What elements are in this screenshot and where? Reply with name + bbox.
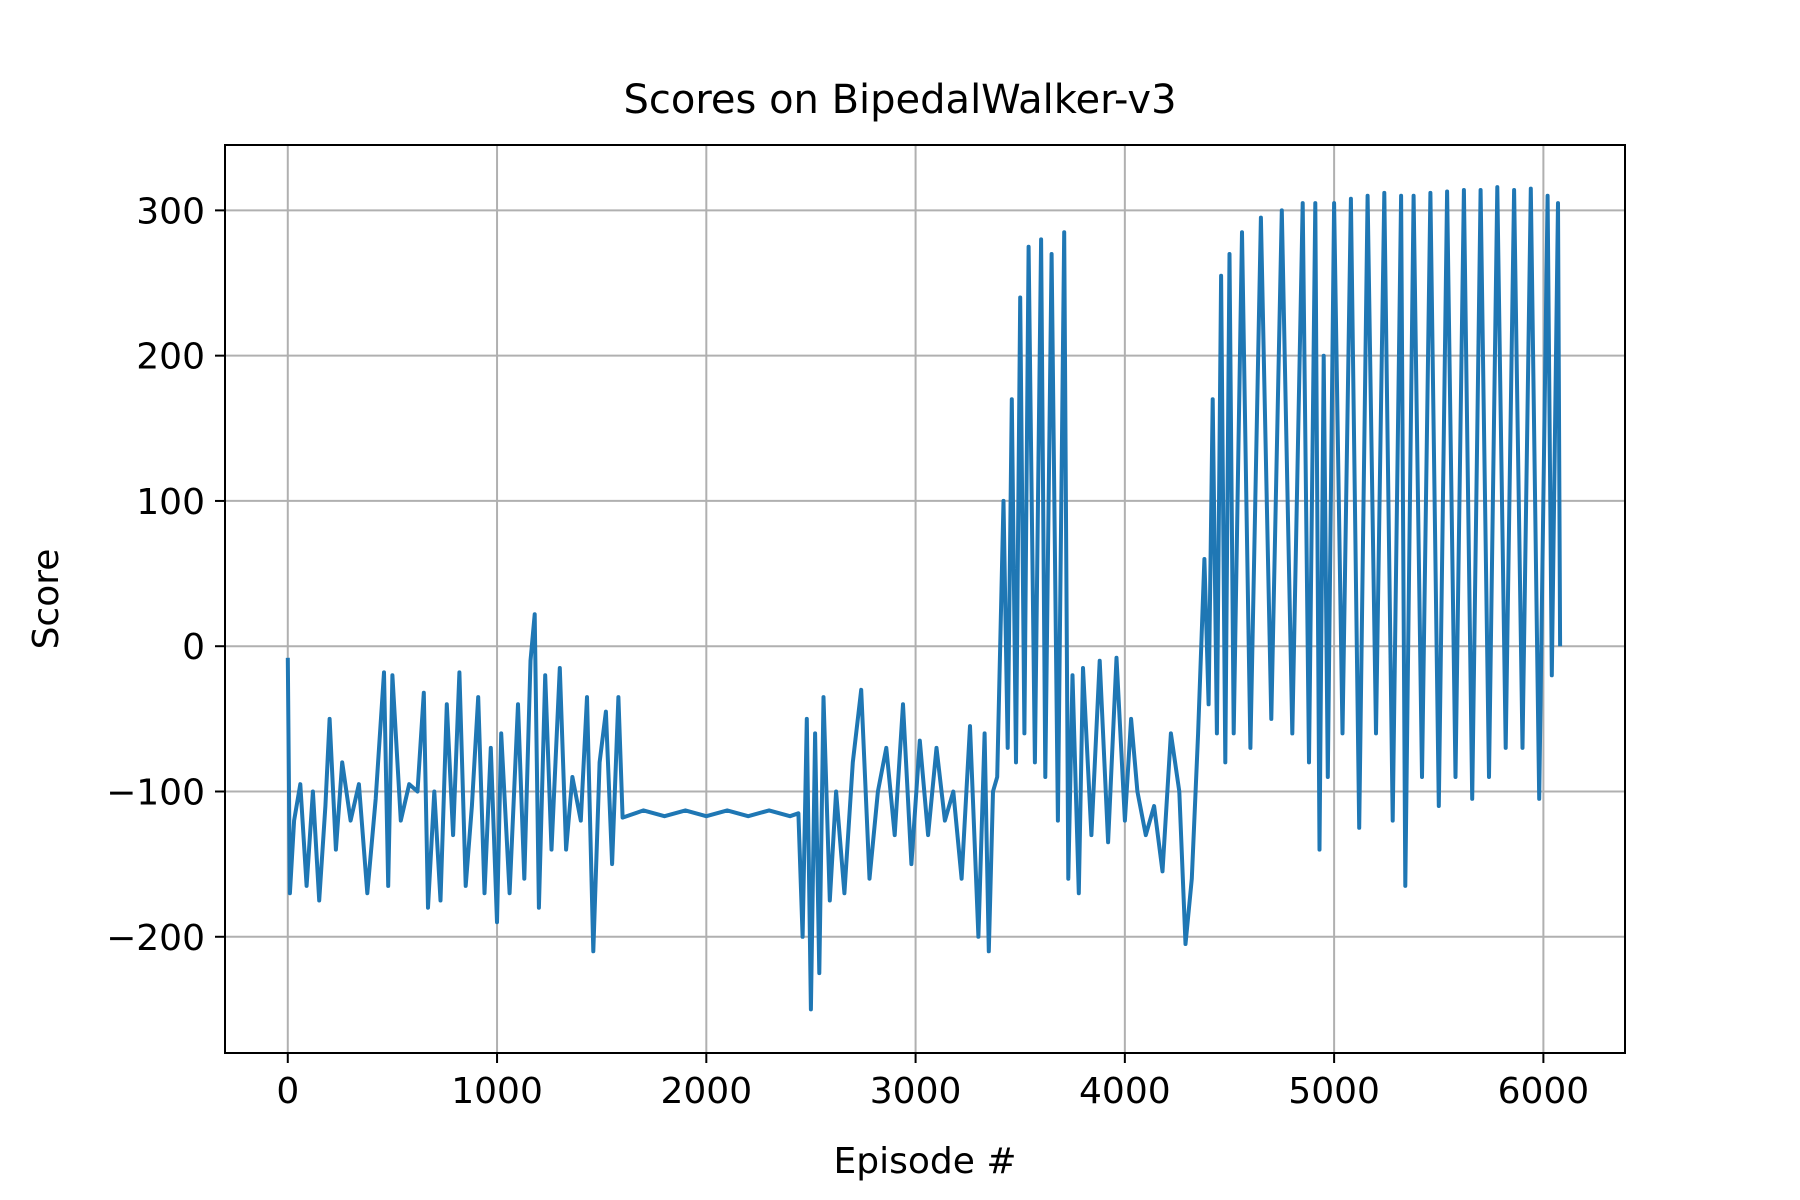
x-axis-label: Episode # xyxy=(834,1141,1017,1182)
x-tick-label: 4000 xyxy=(1079,1071,1171,1112)
x-tick-label: 2000 xyxy=(661,1071,753,1112)
x-axis: 0 1000 2000 3000 4000 5000 6000 xyxy=(276,1053,1589,1112)
y-axis: −200 −100 0 100 200 300 xyxy=(106,191,225,959)
plot-frame xyxy=(224,144,1626,1054)
x-tick-label: 0 xyxy=(276,1071,299,1112)
y-axis-label: Score xyxy=(26,549,67,650)
data-line-layer xyxy=(285,185,1563,1012)
x-tick-label: 5000 xyxy=(1288,1071,1380,1112)
y-tick-label: 300 xyxy=(136,191,205,232)
score-series-line xyxy=(285,185,1563,1012)
x-tick-label: 6000 xyxy=(1498,1071,1590,1112)
x-tick-label: 3000 xyxy=(870,1071,962,1112)
y-tick-label: −200 xyxy=(106,918,205,959)
y-tick-label: −100 xyxy=(106,772,205,813)
y-tick-label: 0 xyxy=(182,627,205,668)
y-tick-label: 100 xyxy=(136,482,205,523)
chart-title: Scores on BipedalWalker-v3 xyxy=(623,77,1176,123)
x-tick-label: 1000 xyxy=(451,1071,543,1112)
y-tick-label: 200 xyxy=(136,337,205,378)
